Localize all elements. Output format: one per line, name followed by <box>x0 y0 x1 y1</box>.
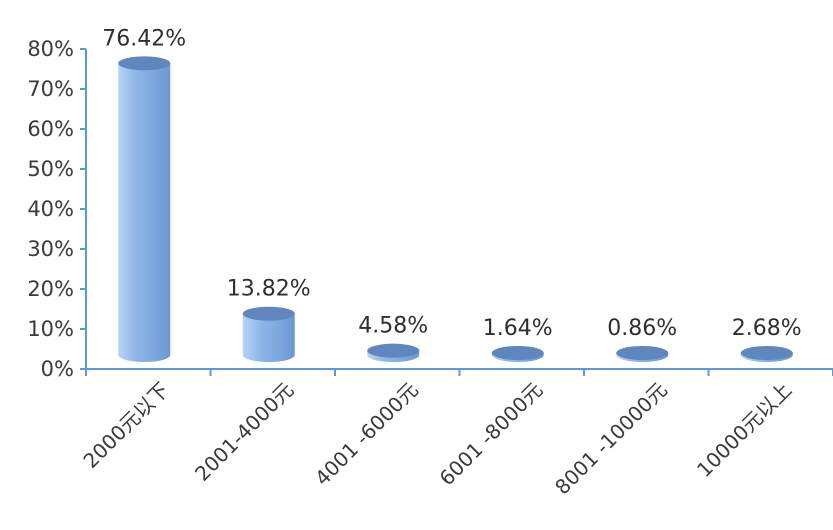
data-label: 0.86% <box>607 316 677 341</box>
y-tick-label: 40% <box>27 197 74 221</box>
axes <box>80 48 833 376</box>
bar <box>616 346 669 362</box>
y-tick-label: 20% <box>27 277 74 301</box>
bar-top <box>242 306 295 321</box>
data-label: 1.64% <box>483 316 553 341</box>
bar-body <box>118 63 171 362</box>
bars <box>118 56 793 362</box>
y-tick-label: 50% <box>27 157 74 181</box>
bar-top <box>367 343 420 358</box>
x-tick-label: 2000元以下 <box>78 378 173 473</box>
x-tick-label: 6001 -8000元 <box>435 378 548 491</box>
data-label: 13.82% <box>227 277 311 302</box>
y-tick-label: 70% <box>27 77 74 101</box>
bar <box>367 343 420 362</box>
bar-top <box>740 346 793 360</box>
bar <box>242 306 295 362</box>
data-label: 76.42% <box>102 26 186 51</box>
bar-top <box>616 346 669 360</box>
x-tick-label: 4001 -6000元 <box>310 378 423 491</box>
y-tick-label: 60% <box>27 117 74 141</box>
y-tick-label: 0% <box>41 357 74 381</box>
y-tick-label: 30% <box>27 237 74 261</box>
bar-top <box>491 346 544 360</box>
bar <box>491 346 544 362</box>
bar <box>740 346 793 362</box>
data-label: 4.58% <box>358 314 428 339</box>
data-label: 2.68% <box>732 316 802 341</box>
x-tick-label: 8001 -10000元 <box>550 378 672 500</box>
bar <box>118 56 171 362</box>
y-tick-label: 10% <box>27 317 74 341</box>
bar-top <box>118 56 171 71</box>
y-tick-label: 80% <box>27 37 74 61</box>
bar-body <box>242 313 295 362</box>
x-tick-label: 10000元以上 <box>692 378 796 482</box>
x-tick-label: 2001-4000元 <box>190 378 298 486</box>
